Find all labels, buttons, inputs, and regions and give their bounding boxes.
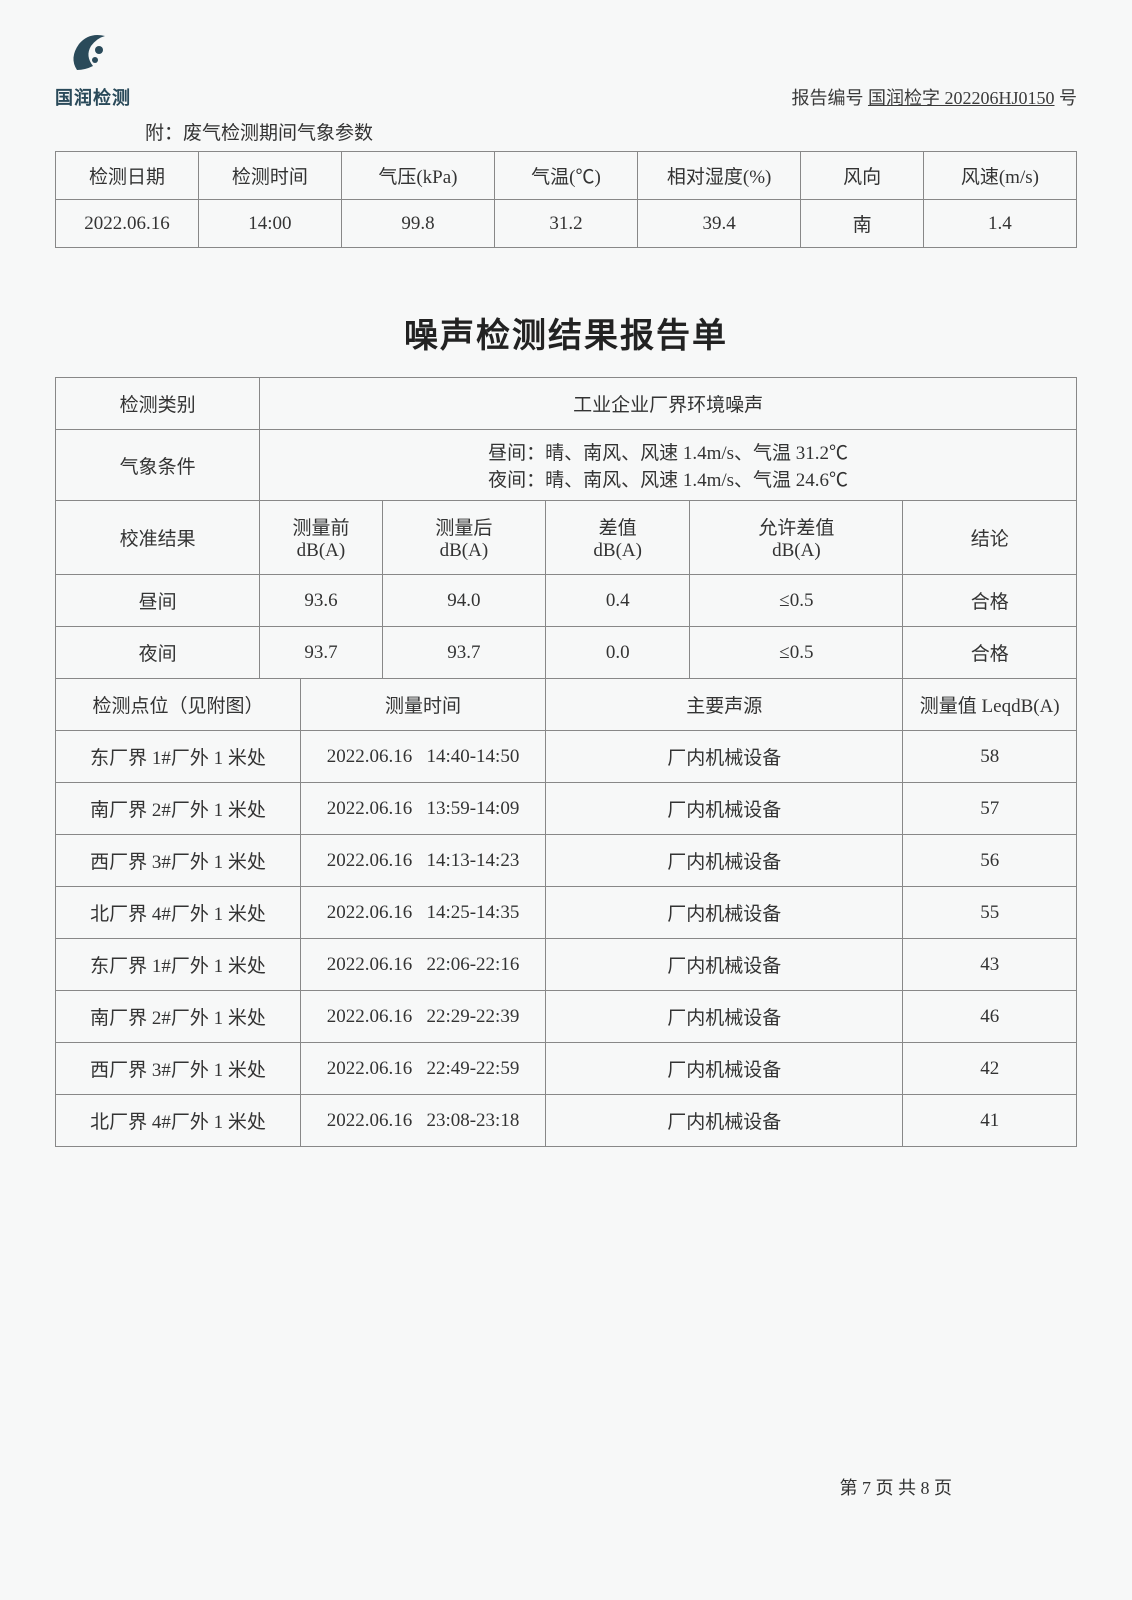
meteor-header: 气压(kPa)	[341, 152, 494, 200]
point-cell: 东厂界 1#厂外 1 米处	[56, 731, 301, 783]
calib-allow: ≤0.5	[690, 575, 903, 627]
value-cell: 58	[903, 731, 1077, 783]
calib-h: 测量前dB(A)	[260, 501, 383, 575]
calib-diff: 0.0	[546, 627, 690, 679]
value-cell: 57	[903, 783, 1077, 835]
noise-table: 检测类别工业企业厂界环境噪声气象条件昼间：晴、南风、风速 1.4m/s、气温 3…	[55, 377, 1077, 1147]
value-cell: 46	[903, 991, 1077, 1043]
time-cell: 2022.06.16 22:29-22:39	[301, 991, 546, 1043]
calib-after: 94.0	[382, 575, 545, 627]
page-header: 国润检测 报告编号 国润检字 202206HJ0150 号	[55, 30, 1077, 110]
point-cell: 西厂界 3#厂外 1 米处	[56, 835, 301, 887]
point-cell: 南厂界 2#厂外 1 米处	[56, 783, 301, 835]
meteor-header: 检测日期	[56, 152, 199, 200]
logo-text: 国润检测	[55, 84, 131, 110]
logo-icon	[65, 30, 121, 80]
calib-period: 昼间	[56, 575, 260, 627]
main-title: 噪声检测结果报告单	[55, 308, 1077, 357]
calib-diff: 0.4	[546, 575, 690, 627]
meteor-cell: 南	[801, 200, 924, 248]
source-cell: 厂内机械设备	[546, 1095, 903, 1147]
attachment-title: 附：废气检测期间气象参数	[145, 118, 1077, 145]
report-no-suffix: 号	[1055, 88, 1078, 108]
calib-result: 合格	[903, 575, 1077, 627]
calib-h: 差值dB(A)	[546, 501, 690, 575]
report-no-value: 国润检字 202206HJ0150	[868, 88, 1055, 108]
report-no-label: 报告编号	[791, 88, 863, 108]
time-cell: 2022.06.16 22:49-22:59	[301, 1043, 546, 1095]
source-cell: 厂内机械设备	[546, 991, 903, 1043]
time-cell: 2022.06.16 13:59-14:09	[301, 783, 546, 835]
point-cell: 东厂界 1#厂外 1 米处	[56, 939, 301, 991]
calib-h: 允许差值dB(A)	[690, 501, 903, 575]
calib-before: 93.6	[260, 575, 383, 627]
source-cell: 厂内机械设备	[546, 939, 903, 991]
point-cell: 北厂界 4#厂外 1 米处	[56, 1095, 301, 1147]
value-header: 测量值 LeqdB(A)	[903, 679, 1077, 731]
meteor-header: 检测时间	[198, 152, 341, 200]
time-header: 测量时间	[301, 679, 546, 731]
meteor-header: 风速(m/s)	[923, 152, 1076, 200]
time-cell: 2022.06.16 14:25-14:35	[301, 887, 546, 939]
calib-label: 校准结果	[56, 501, 260, 575]
meteor-table: 检测日期检测时间气压(kPa)气温(℃)相对湿度(%)风向风速(m/s) 202…	[55, 151, 1077, 248]
point-header: 检测点位（见附图）	[56, 679, 301, 731]
source-cell: 厂内机械设备	[546, 731, 903, 783]
value-cell: 43	[903, 939, 1077, 991]
value-cell: 41	[903, 1095, 1077, 1147]
report-number: 报告编号 国润检字 202206HJ0150 号	[791, 84, 1077, 110]
time-cell: 2022.06.16 22:06-22:16	[301, 939, 546, 991]
time-cell: 2022.06.16 14:40-14:50	[301, 731, 546, 783]
source-cell: 厂内机械设备	[546, 835, 903, 887]
source-cell: 厂内机械设备	[546, 887, 903, 939]
calib-result: 合格	[903, 627, 1077, 679]
meteor-header: 风向	[801, 152, 924, 200]
source-header: 主要声源	[546, 679, 903, 731]
weather-value: 昼间：晴、南风、风速 1.4m/s、气温 31.2℃夜间：晴、南风、风速 1.4…	[260, 430, 1077, 501]
calib-after: 93.7	[382, 627, 545, 679]
value-cell: 42	[903, 1043, 1077, 1095]
cat-label: 检测类别	[56, 378, 260, 430]
meteor-cell: 31.2	[495, 200, 638, 248]
meteor-cell: 39.4	[637, 200, 800, 248]
point-cell: 北厂界 4#厂外 1 米处	[56, 887, 301, 939]
calib-before: 93.7	[260, 627, 383, 679]
source-cell: 厂内机械设备	[546, 1043, 903, 1095]
calib-period: 夜间	[56, 627, 260, 679]
meteor-header: 气温(℃)	[495, 152, 638, 200]
value-cell: 56	[903, 835, 1077, 887]
calib-h: 测量后dB(A)	[382, 501, 545, 575]
meteor-cell: 14:00	[198, 200, 341, 248]
source-cell: 厂内机械设备	[546, 783, 903, 835]
meteor-cell: 1.4	[923, 200, 1076, 248]
weather-label: 气象条件	[56, 430, 260, 501]
point-cell: 西厂界 3#厂外 1 米处	[56, 1043, 301, 1095]
point-cell: 南厂界 2#厂外 1 米处	[56, 991, 301, 1043]
time-cell: 2022.06.16 23:08-23:18	[301, 1095, 546, 1147]
meteor-cell: 2022.06.16	[56, 200, 199, 248]
calib-h: 结论	[903, 501, 1077, 575]
meteor-header: 相对湿度(%)	[637, 152, 800, 200]
cat-value: 工业企业厂界环境噪声	[260, 378, 1077, 430]
time-cell: 2022.06.16 14:13-14:23	[301, 835, 546, 887]
calib-allow: ≤0.5	[690, 627, 903, 679]
meteor-cell: 99.8	[341, 200, 494, 248]
logo: 国润检测	[55, 30, 131, 110]
value-cell: 55	[903, 887, 1077, 939]
page-footer: 第 7 页 共 8 页	[840, 1474, 953, 1500]
